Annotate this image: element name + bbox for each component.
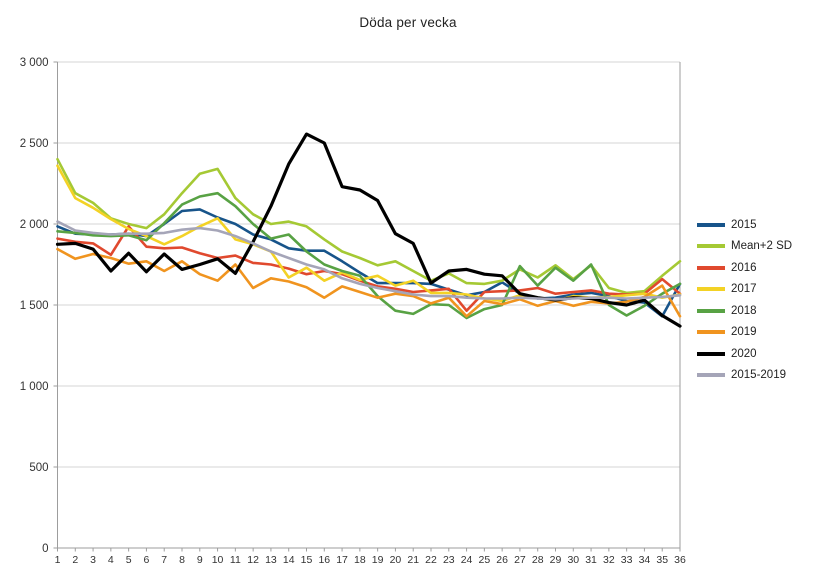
- y-axis-label: 500: [29, 462, 48, 474]
- x-axis-label: 3: [90, 554, 96, 566]
- legend-label: 2016: [731, 261, 757, 274]
- x-axis-label: 17: [336, 554, 348, 566]
- y-axis-label: 3 000: [20, 57, 49, 69]
- x-axis-label: 36: [674, 554, 686, 566]
- legend-color-swatch: [697, 265, 725, 270]
- x-axis-label: 26: [496, 554, 508, 566]
- x-axis-label: 13: [265, 554, 277, 566]
- legend-item-2020: 2020: [697, 343, 792, 365]
- x-axis-label: 5: [126, 554, 132, 566]
- x-axis-label: 31: [585, 554, 597, 566]
- legend-item-2016: 2016: [697, 257, 792, 279]
- x-axis-label: 9: [197, 554, 203, 566]
- legend-label: 2020: [731, 347, 757, 360]
- x-axis-label: 34: [639, 554, 651, 566]
- x-axis-label: 32: [603, 554, 615, 566]
- legend-item-2017: 2017: [697, 279, 792, 301]
- chart-legend: 2015 Mean+2 SD 2016 2017 2018 2019 2020 2015-20…: [697, 214, 792, 386]
- y-axis-label: 0: [42, 543, 48, 555]
- chart-title: Döda per vecka: [359, 15, 457, 30]
- x-axis-label: 29: [550, 554, 562, 566]
- x-axis-label: 19: [372, 554, 384, 566]
- legend-label: 2017: [731, 283, 757, 296]
- legend-color-swatch: [697, 222, 725, 227]
- legend-item-2015-2019: 2015-2019: [697, 365, 792, 387]
- series-line-2016: [56, 225, 682, 313]
- x-axis-label: 22: [425, 554, 437, 566]
- x-axis-label: 7: [161, 554, 167, 566]
- legend-color-swatch: [697, 373, 725, 378]
- x-axis-label: 18: [354, 554, 366, 566]
- legend-label: 2018: [731, 304, 757, 317]
- x-axis-label: 24: [461, 554, 473, 566]
- legend-label: 2015-2019: [731, 369, 786, 382]
- x-axis-label: 16: [318, 554, 330, 566]
- legend-item-2019: 2019: [697, 322, 792, 344]
- x-axis-label: 14: [283, 554, 295, 566]
- y-axis-label: 1 500: [20, 300, 49, 312]
- x-axis-label: 12: [247, 554, 259, 566]
- legend-item-mean-2-sd: Mean+2 SD: [697, 236, 792, 258]
- x-axis-label: 25: [479, 554, 491, 566]
- x-axis-label: 21: [407, 554, 419, 566]
- series-line-mean-2-sd: [56, 157, 682, 295]
- legend-color-swatch: [697, 351, 725, 356]
- x-axis-label: 33: [621, 554, 633, 566]
- series-line-2015-2019: [56, 220, 682, 301]
- x-axis-label: 2: [72, 554, 78, 566]
- x-axis-label: 23: [443, 554, 455, 566]
- legend-label: 2015: [731, 218, 757, 231]
- x-axis-label: 28: [532, 554, 544, 566]
- legend-label: 2019: [731, 326, 757, 339]
- legend-item-2018: 2018: [697, 300, 792, 322]
- y-axis-label: 2 500: [20, 138, 49, 150]
- legend-item-2015: 2015: [697, 214, 792, 236]
- x-axis-label: 11: [230, 554, 241, 566]
- x-axis-label: 10: [212, 554, 224, 566]
- x-axis-label: 8: [179, 554, 185, 566]
- x-axis-label: 1: [55, 554, 61, 566]
- legend-color-swatch: [697, 308, 725, 313]
- legend-color-swatch: [697, 330, 725, 335]
- legend-color-swatch: [697, 287, 725, 292]
- series-line-2019: [56, 247, 682, 318]
- x-axis-label: 35: [656, 554, 668, 566]
- legend-color-swatch: [697, 244, 725, 249]
- x-axis-label: 4: [108, 554, 114, 566]
- x-axis-label: 15: [301, 554, 313, 566]
- y-axis-label: 2 000: [20, 219, 49, 231]
- legend-label: Mean+2 SD: [731, 240, 793, 253]
- x-axis-label: 27: [514, 554, 526, 566]
- x-axis-label: 30: [567, 554, 579, 566]
- x-axis-label: 6: [144, 554, 150, 566]
- x-axis-label: 20: [390, 554, 402, 566]
- y-axis-label: 1 000: [20, 381, 49, 393]
